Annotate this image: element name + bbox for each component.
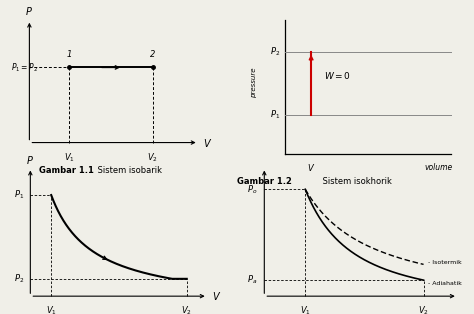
Text: $P$: $P$	[26, 5, 33, 17]
Text: $P_1$: $P_1$	[14, 189, 24, 201]
Text: Sistem isobarik: Sistem isobarik	[95, 166, 162, 175]
Text: $V_1$: $V_1$	[46, 305, 56, 314]
Text: $V_2$: $V_2$	[182, 305, 192, 314]
Text: $V_2$: $V_2$	[147, 151, 158, 164]
Text: $V$: $V$	[307, 162, 315, 173]
Text: $V$: $V$	[202, 137, 212, 149]
Text: $P_1$: $P_1$	[271, 108, 281, 121]
Text: $V_1$: $V_1$	[64, 151, 74, 164]
Text: $V_2$: $V_2$	[418, 305, 429, 314]
Text: $P_a$: $P_a$	[247, 274, 257, 286]
Text: volume: volume	[425, 163, 453, 172]
Text: $P_1 = P_2$: $P_1 = P_2$	[11, 61, 38, 74]
Text: 2: 2	[150, 50, 155, 59]
Text: Sistem isokhorik: Sistem isokhorik	[320, 177, 392, 187]
Text: Gambar 1.1: Gambar 1.1	[39, 166, 94, 175]
Text: $P_2$: $P_2$	[270, 46, 281, 58]
Text: 1: 1	[66, 50, 72, 59]
Text: $P_o$: $P_o$	[247, 183, 257, 196]
Text: pressure: pressure	[251, 68, 257, 99]
Text: $P_2$: $P_2$	[14, 273, 24, 285]
Text: - Isotermik: - Isotermik	[428, 260, 462, 265]
Text: - Adiahatik: - Adiahatik	[428, 280, 462, 285]
Text: $V$: $V$	[212, 290, 221, 302]
Text: $V_1$: $V_1$	[300, 305, 310, 314]
Text: $W = 0$: $W = 0$	[324, 70, 351, 81]
Text: Gambar 1.2: Gambar 1.2	[237, 177, 292, 187]
Text: $P$: $P$	[27, 154, 34, 166]
